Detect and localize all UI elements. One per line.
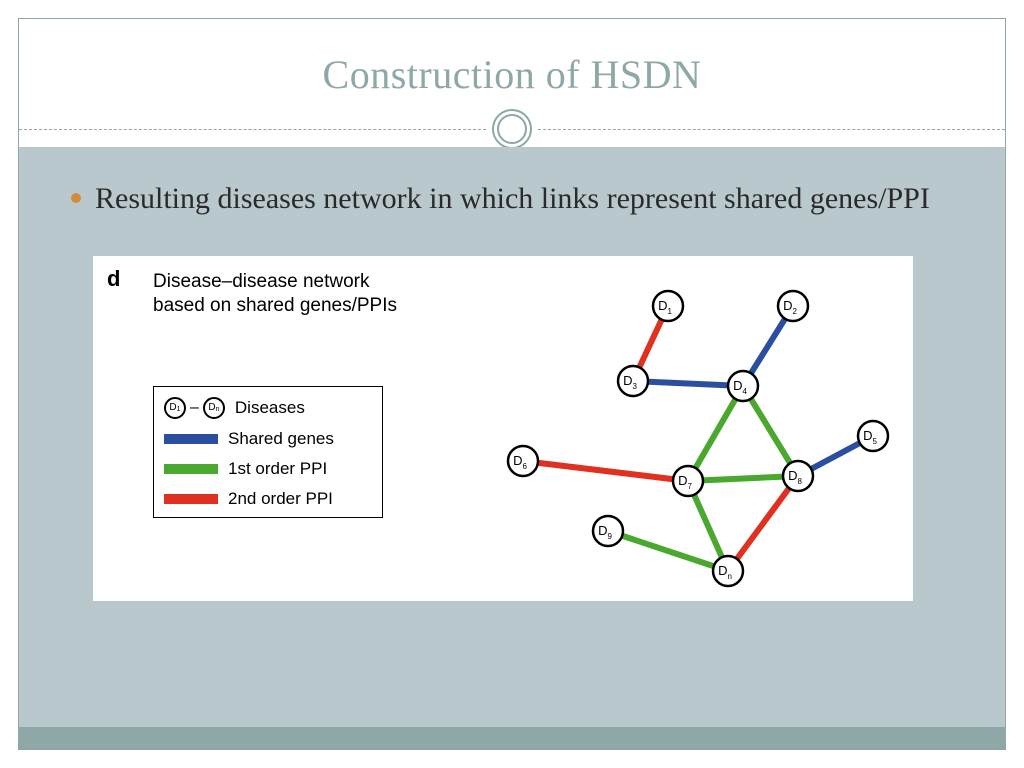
legend-node-last: Dn	[203, 397, 225, 419]
circle-ornament-icon	[488, 105, 536, 153]
footer-bar	[19, 727, 1005, 749]
panel-letter: d	[107, 266, 120, 292]
legend-swatch	[164, 494, 218, 504]
caption-line-2: based on shared genes/PPIs	[153, 295, 397, 316]
network-edge	[633, 381, 743, 386]
network-node: D7	[673, 466, 703, 496]
legend-box: D1 – Dn Diseases Shared genes 1st order P…	[153, 386, 383, 518]
legend-dash: –	[190, 399, 199, 417]
legend-label: 2nd order PPI	[228, 489, 333, 509]
network-node: D3	[618, 366, 648, 396]
legend-row: Shared genes	[164, 429, 372, 449]
network-node: D9	[593, 516, 623, 546]
legend-nodes-icon: D1 – Dn	[164, 397, 225, 419]
network-node: D5	[858, 421, 888, 451]
title-area: Construction of HSDN	[19, 19, 1005, 129]
slide-frame: Construction of HSDN Resulting diseases …	[18, 18, 1006, 750]
legend-diseases-row: D1 – Dn Diseases	[164, 397, 372, 419]
legend-swatch	[164, 434, 218, 444]
network-node: D2	[778, 291, 808, 321]
bullet-item: Resulting diseases network in which link…	[63, 179, 961, 220]
network-edge	[728, 476, 798, 571]
network-node: D8	[783, 461, 813, 491]
bullet-dot-icon	[71, 193, 81, 203]
network-edge	[688, 476, 798, 481]
legend-row: 2nd order PPI	[164, 489, 372, 509]
panel-caption: Disease–disease network based on shared …	[153, 270, 397, 319]
network-edge	[523, 461, 688, 481]
slide-title: Construction of HSDN	[19, 51, 1005, 98]
legend-swatch	[164, 464, 218, 474]
legend-node-first: D1	[164, 397, 186, 419]
legend-row: 1st order PPI	[164, 459, 372, 479]
bullet-text: Resulting diseases network in which link…	[95, 179, 930, 220]
network-diagram: D1 D2 D3 D4 D5 D6 D7 D8 D9 Dn	[453, 266, 903, 596]
network-node: D6	[508, 446, 538, 476]
content-area: Resulting diseases network in which link…	[19, 147, 1005, 727]
legend-label: Shared genes	[228, 429, 334, 449]
figure-panel: d Disease–disease network based on share…	[93, 256, 913, 601]
legend-diseases-label: Diseases	[235, 398, 305, 418]
caption-line-1: Disease–disease network	[153, 271, 370, 292]
network-node: D1	[653, 291, 683, 321]
network-edge	[688, 386, 743, 481]
network-node: Dn	[713, 556, 743, 586]
legend-label: 1st order PPI	[228, 459, 327, 479]
network-node: D4	[728, 371, 758, 401]
